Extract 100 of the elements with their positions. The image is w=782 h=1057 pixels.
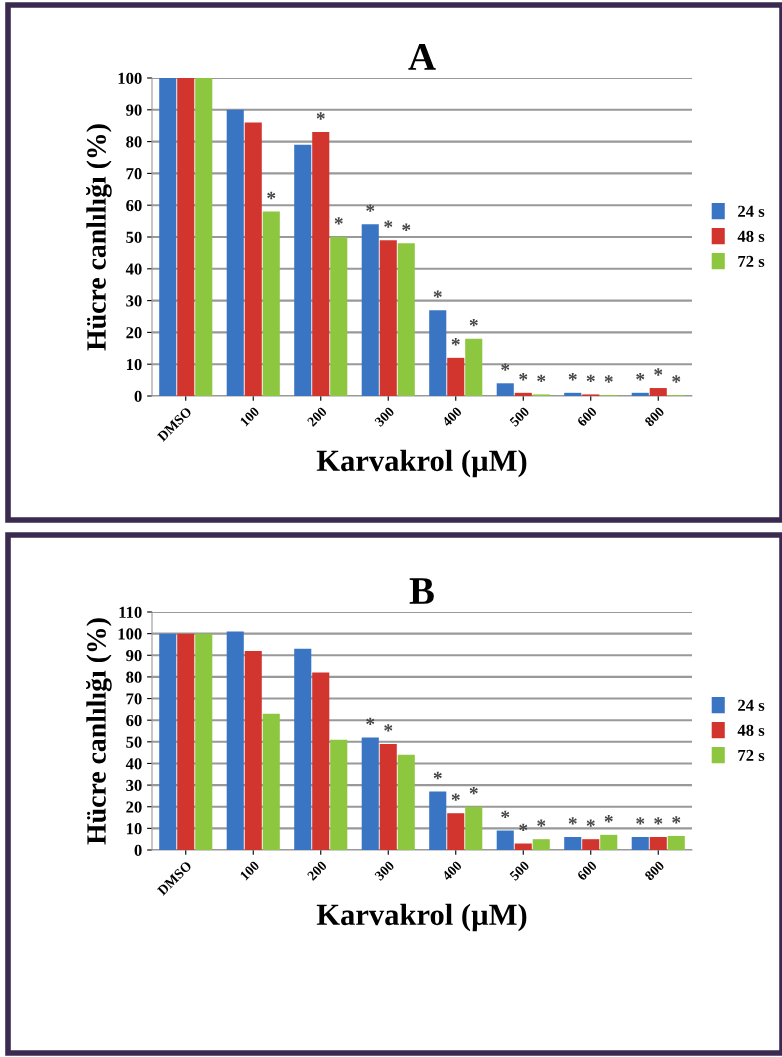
y-tick-label: 60 [126,199,142,212]
y-tick-label: 60 [126,714,142,727]
bar [514,392,532,396]
data-label: * [501,363,510,371]
y-tick-label: 100 [118,628,142,640]
data-label: * [469,319,478,327]
x-tick-label: 300 [374,860,395,881]
bar [447,357,465,396]
data-label: * [316,112,325,120]
x-tick-label: 100 [239,406,260,427]
data-label: * [451,793,460,801]
bar [244,122,262,396]
data-label: * [537,819,546,827]
y-tick-label: 10 [126,358,142,371]
data-label: * [568,817,577,825]
legend-label: 48 s [737,230,765,242]
bar [294,144,312,396]
y-tick-label: 90 [126,104,142,116]
y-tick-label: 0 [134,390,142,402]
y-tick-label: 30 [126,295,142,307]
bar [226,109,244,396]
y-tick-label: 10 [126,823,142,835]
x-tick-label: 500 [509,406,530,427]
y-tick-label: 20 [126,327,142,339]
bar [159,78,177,396]
bar [649,388,667,396]
bar [447,813,465,850]
y-tick-label: 70 [126,693,142,705]
y-axis-title: Hücre canlılığı (%) [86,618,112,845]
bar [195,633,213,850]
bar [514,843,532,850]
x-tick-label: 600 [576,860,598,882]
legend-label: 72 s [738,255,765,268]
bar [262,211,280,396]
x-tick-label: 800 [644,860,665,882]
data-label: * [654,817,663,825]
bar [262,713,280,850]
data-label: * [384,724,393,732]
bar [226,631,244,850]
y-tick-label: 50 [126,231,142,243]
data-label: * [568,373,577,381]
legend-label: 72 s [738,749,765,762]
x-tick-label: 200 [306,406,328,427]
bar [330,237,348,396]
data-label: * [519,823,528,832]
data-label: * [451,338,460,346]
legend-label: 24 s [738,205,765,217]
x-tick-label: 100 [239,860,260,881]
data-label: * [433,771,442,780]
bar [379,240,397,396]
y-tick-label: 20 [126,801,142,813]
bar [195,78,213,396]
data-label: * [501,810,510,819]
x-tick-label: 400 [441,406,463,428]
bar [361,224,379,396]
bar [397,243,415,396]
data-label: * [654,368,663,376]
y-tick-label: 100 [118,72,142,84]
data-label: * [672,816,681,824]
y-tick-label: 70 [126,168,142,180]
x-axis-title: Karvakrol (µM) [316,903,527,932]
data-label: * [334,217,343,225]
bar [649,837,667,850]
x-tick-label: 300 [374,406,395,427]
x-tick-label: 800 [644,406,665,428]
bar [312,672,330,850]
bar [564,837,582,850]
bar [600,834,618,850]
bar [496,383,514,396]
bar [465,338,483,396]
y-tick-label: 30 [126,779,142,792]
bar [667,835,685,850]
bar [244,650,262,850]
y-tick-label: 50 [126,736,142,748]
bar [631,837,649,850]
chart-title: A [408,44,436,70]
y-tick-label: 40 [125,758,142,770]
bar [294,648,312,850]
x-tick-label: 600 [576,406,598,428]
bar [361,737,379,850]
data-label: * [672,375,681,383]
data-label: * [636,373,645,381]
data-label: * [469,786,478,795]
data-label: * [586,819,595,827]
y-tick-label: 90 [126,649,142,662]
y-tick-label: 80 [126,136,142,148]
bar [177,633,195,850]
legend-label: 24 s [738,699,765,711]
bar [330,739,348,850]
data-label: * [366,717,375,726]
bar [379,743,397,850]
bar [564,392,582,396]
data-label: * [586,374,595,382]
y-axis-title: Hücre canlılığı (%) [86,124,112,351]
x-tick-label: 400 [441,860,463,882]
data-label: * [636,817,645,825]
data-label: * [402,223,411,231]
data-label: * [604,815,613,823]
data-label: * [604,375,613,383]
chart-title: B [409,578,434,604]
